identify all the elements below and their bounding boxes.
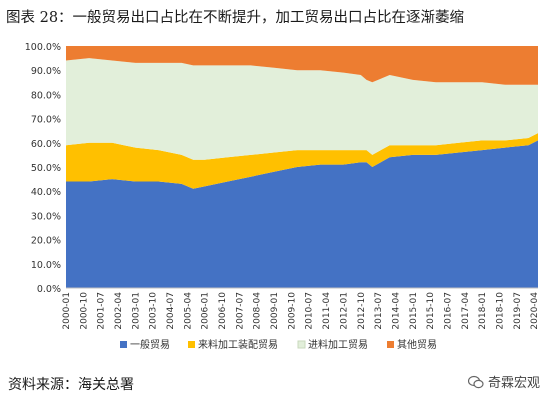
x-tick-label: 2014-04 (391, 292, 401, 330)
legend-label: 其他贸易 (397, 338, 437, 351)
wechat-icon (467, 375, 484, 388)
x-tick-label: 2003-10 (149, 292, 159, 330)
legend-swatch (188, 341, 195, 348)
x-tick-label: 2006-10 (218, 292, 228, 330)
x-tick-label: 2012-01 (339, 292, 349, 330)
watermark: 奇霖宏观 (467, 372, 540, 391)
chart-frame: 0.0% 10.0% 20.0% 30.0% 40.0% 50.0% 60.0% 70.0% 8… (0, 30, 550, 366)
y-tick-label: 10.0% (31, 260, 61, 271)
stacked-area-chart: 0.0% 10.0% 20.0% 30.0% 40.0% 50.0% 60.0% 70.0% 8… (25, 42, 540, 351)
series-area-2 (66, 133, 538, 189)
x-tick-label: 2012-10 (357, 292, 367, 330)
x-tick-label: 2020-04 (530, 292, 540, 330)
legend-label: 一般贸易 (130, 338, 170, 351)
x-tick-label: 2015-01 (409, 292, 419, 330)
x-tick-label: 2000-10 (79, 292, 89, 330)
legend-label: 进料加工贸易 (308, 338, 368, 351)
x-tick-label: 2009-10 (287, 292, 297, 330)
x-tick-label: 2017-04 (461, 292, 471, 330)
x-tick-label: 2008-04 (253, 292, 263, 330)
x-tick-label: 2005-04 (183, 292, 193, 330)
y-tick-label: 80.0% (31, 90, 61, 101)
x-tick-label: 2018-10 (495, 292, 505, 330)
y-tick-label: 50.0% (31, 163, 61, 174)
x-tick-label: 2016-07 (443, 292, 453, 330)
chart-title: 图表 28：一般贸易出口占比在不断提升，加工贸易出口占比在逐渐萎缩 (6, 10, 465, 26)
x-tick-label: 2002-04 (114, 292, 124, 330)
x-tick-label: 2011-04 (322, 292, 332, 330)
legend: 一般贸易 来料加工装配贸易 进料加工贸易 其他贸易 (120, 338, 437, 351)
x-tick-label: 2006-01 (201, 292, 211, 330)
y-tick-label: 0.0% (37, 284, 61, 295)
x-tick-label: 2018-01 (478, 292, 488, 330)
series-area-4 (66, 46, 538, 85)
source-note: 资料来源：海关总署 (8, 377, 134, 393)
x-tick-label: 2001-07 (97, 292, 107, 330)
x-tick-label: 2004-07 (166, 292, 176, 330)
x-axis: 2000-01 2000-10 2001-07 2002-04 2003-01 2003-… (62, 287, 540, 330)
y-tick-label: 60.0% (31, 139, 61, 150)
x-tick-label: 2000-01 (62, 292, 72, 330)
watermark-text: 奇霖宏观 (487, 376, 540, 391)
x-tick-label: 2009-01 (270, 292, 280, 330)
y-axis: 0.0% 10.0% 20.0% 30.0% 40.0% 50.0% 60.0% 70.0% 8… (25, 42, 61, 295)
legend-label: 来料加工装配贸易 (198, 338, 278, 351)
legend-swatch (120, 341, 127, 348)
x-tick-label: 2013-07 (374, 292, 384, 330)
series-area-1 (66, 140, 538, 288)
y-tick-label: 100.0% (25, 42, 61, 53)
y-tick-label: 40.0% (31, 187, 61, 198)
x-tick-label: 2010-07 (305, 292, 315, 330)
y-tick-label: 20.0% (31, 236, 61, 247)
y-tick-label: 30.0% (31, 211, 61, 222)
y-tick-label: 70.0% (31, 115, 61, 126)
x-tick-label: 2015-10 (426, 292, 436, 330)
x-tick-label: 2003-01 (131, 292, 141, 330)
x-tick-label: 2019-07 (513, 292, 523, 330)
series-area-3 (66, 58, 538, 160)
series-areas (66, 46, 538, 288)
x-tick-label: 2007-07 (235, 292, 245, 330)
legend-swatch (297, 340, 306, 349)
legend-swatch (387, 341, 394, 348)
y-tick-label: 90.0% (31, 66, 61, 77)
